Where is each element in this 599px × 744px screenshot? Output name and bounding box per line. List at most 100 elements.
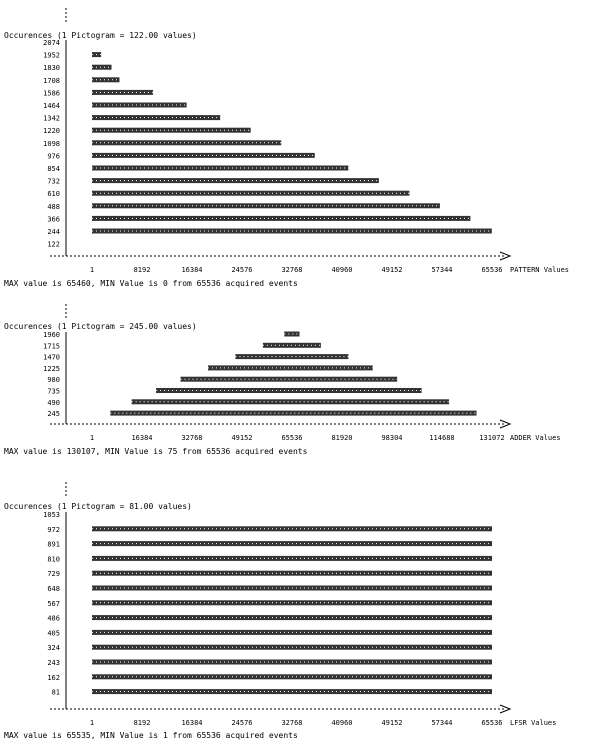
y-ticks: 2074 1952 1830 1708 1586 1464 1342 1220 1098 976 8…: [43, 39, 60, 249]
y-tick-label: 1470: [43, 354, 60, 362]
x-tick-label: 49152: [381, 719, 402, 727]
y-tick-label: 162: [47, 674, 60, 682]
histogram-bar: [92, 127, 251, 133]
histogram-bar: [92, 102, 187, 108]
x-tick-label: 114688: [429, 434, 454, 442]
y-tick-label: 81: [52, 689, 60, 697]
y-tick-label: 243: [47, 659, 60, 667]
x-tick-label: 49152: [381, 266, 402, 274]
histogram-bar: [92, 140, 282, 146]
histogram-bar: [92, 89, 154, 95]
x-tick-label: 40960: [331, 719, 352, 727]
chart-footer: MAX value is 130107, MIN Value is 75 fro…: [4, 447, 308, 456]
x-tick-label: 32768: [181, 434, 202, 442]
chart-header: Occurences (1 Pictogram = 122.00 values): [4, 31, 197, 40]
y-tick-label: 488: [47, 203, 60, 211]
y-tick-label: 1715: [43, 342, 60, 350]
bars: [110, 331, 477, 416]
histogram-bar: [92, 541, 492, 547]
y-tick-label: 122: [47, 241, 60, 249]
x-axis-arrow: [499, 704, 512, 714]
y-tick-label: 1220: [43, 127, 60, 135]
chart-footer: MAX value is 65460, MIN Value is 0 from …: [4, 279, 298, 288]
y-tick-label: 735: [47, 388, 60, 396]
y-tick-label: 245: [47, 410, 60, 418]
chart-header: Occurences (1 Pictogram = 81.00 values): [4, 502, 192, 511]
histogram-bar: [92, 659, 492, 665]
y-tick-label: 1960: [43, 331, 60, 339]
histogram-bar: [131, 399, 450, 405]
histogram-bar: [284, 331, 300, 337]
y-tick-label: 648: [47, 585, 60, 593]
pattern-histogram: Occurences (1 Pictogram = 122.00 values)…: [0, 8, 569, 288]
histogram-bar: [92, 570, 492, 576]
x-ticks: 1 8192 16384 24576 32768 40960 49152 57344 65536: [90, 266, 503, 274]
y-tick-label: 490: [47, 399, 60, 407]
x-tick-label: 8192: [134, 266, 151, 274]
y-tick-label: 980: [47, 376, 60, 384]
histogram-bar: [92, 689, 492, 695]
histogram-bar: [92, 674, 492, 680]
y-tick-label: 1586: [43, 89, 60, 97]
x-tick-label: 65536: [281, 434, 302, 442]
histogram-bar: [92, 600, 492, 606]
x-tick-label: 65536: [481, 266, 502, 274]
x-axis-arrow: [499, 419, 512, 429]
histogram-bar: [92, 585, 492, 591]
histogram-bar: [92, 228, 492, 234]
x-ticks: 1 8192 16384 24576 32768 40960 49152 57344 65536: [90, 719, 503, 727]
x-tick-label: 1: [90, 266, 94, 274]
y-tick-label: 610: [47, 190, 60, 198]
x-tick-label: 24576: [231, 719, 252, 727]
x-tick-label: 16384: [181, 266, 202, 274]
histogram-bar: [207, 365, 373, 371]
bars: [92, 526, 492, 695]
x-axis-arrow: [499, 251, 512, 261]
y-tick-label: 810: [47, 555, 60, 563]
y-tick-label: 854: [47, 165, 60, 173]
x-tick-label: 81920: [331, 434, 352, 442]
y-tick-label: 729: [47, 570, 60, 578]
y-tick-label: 1342: [43, 115, 60, 123]
histogram-bar: [92, 629, 492, 635]
histogram-bar: [110, 410, 477, 416]
histogram-bar: [92, 615, 492, 621]
y-tick-label: 732: [47, 178, 60, 186]
y-tick-label: 244: [47, 228, 60, 236]
y-tick-label: 1708: [43, 77, 60, 85]
x-tick-label: 40960: [331, 266, 352, 274]
y-tick-label: 1830: [43, 64, 60, 72]
x-tick-label: 57344: [431, 719, 452, 727]
lfsr-histogram: Occurences (1 Pictogram = 81.00 values) …: [4, 482, 556, 740]
y-tick-label: 1053: [43, 511, 60, 519]
histogram-bar: [92, 215, 471, 221]
x-axis-label: PATTERN Values: [510, 266, 569, 274]
y-tick-label: 366: [47, 215, 60, 223]
y-tick-label: 1225: [43, 365, 60, 373]
y-tick-label: 567: [47, 600, 60, 608]
histogram-bar: [92, 555, 492, 561]
y-ticks: 1053 972 891 810 729 648 567 486 405 324 243 162 81: [43, 511, 60, 697]
x-tick-label: 16384: [181, 719, 202, 727]
x-tick-label: 32768: [281, 719, 302, 727]
y-tick-label: 1098: [43, 140, 60, 148]
x-tick-label: 32768: [281, 266, 302, 274]
y-ticks: 1960 1715 1470 1225 980 735 490 245: [43, 331, 60, 418]
x-tick-label: 57344: [431, 266, 452, 274]
histogram-bar: [92, 64, 112, 70]
x-axis-label: LFSR Values: [510, 719, 556, 727]
y-tick-label: 972: [47, 526, 60, 534]
adder-histogram: Occurences (1 Pictogram = 245.00 values)…: [4, 304, 561, 456]
histogram-bar: [92, 190, 410, 196]
histogram-bar: [92, 77, 120, 83]
y-tick-label: 405: [47, 629, 60, 637]
y-tick-label: 2074: [43, 39, 60, 47]
histogram-bar: [92, 178, 379, 184]
x-tick-label: 98304: [381, 434, 402, 442]
x-tick-label: 131072: [479, 434, 504, 442]
histogram-bar: [92, 644, 492, 650]
x-tick-label: 8192: [134, 719, 151, 727]
x-axis-label: ADDER Values: [510, 434, 561, 442]
x-ticks: 1 16384 32768 49152 65536 81920 98304 114688 131…: [90, 434, 505, 442]
x-tick-label: 65536: [481, 719, 502, 727]
